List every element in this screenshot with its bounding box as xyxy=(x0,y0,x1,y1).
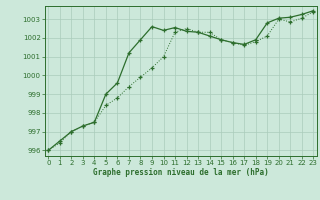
X-axis label: Graphe pression niveau de la mer (hPa): Graphe pression niveau de la mer (hPa) xyxy=(93,168,269,177)
